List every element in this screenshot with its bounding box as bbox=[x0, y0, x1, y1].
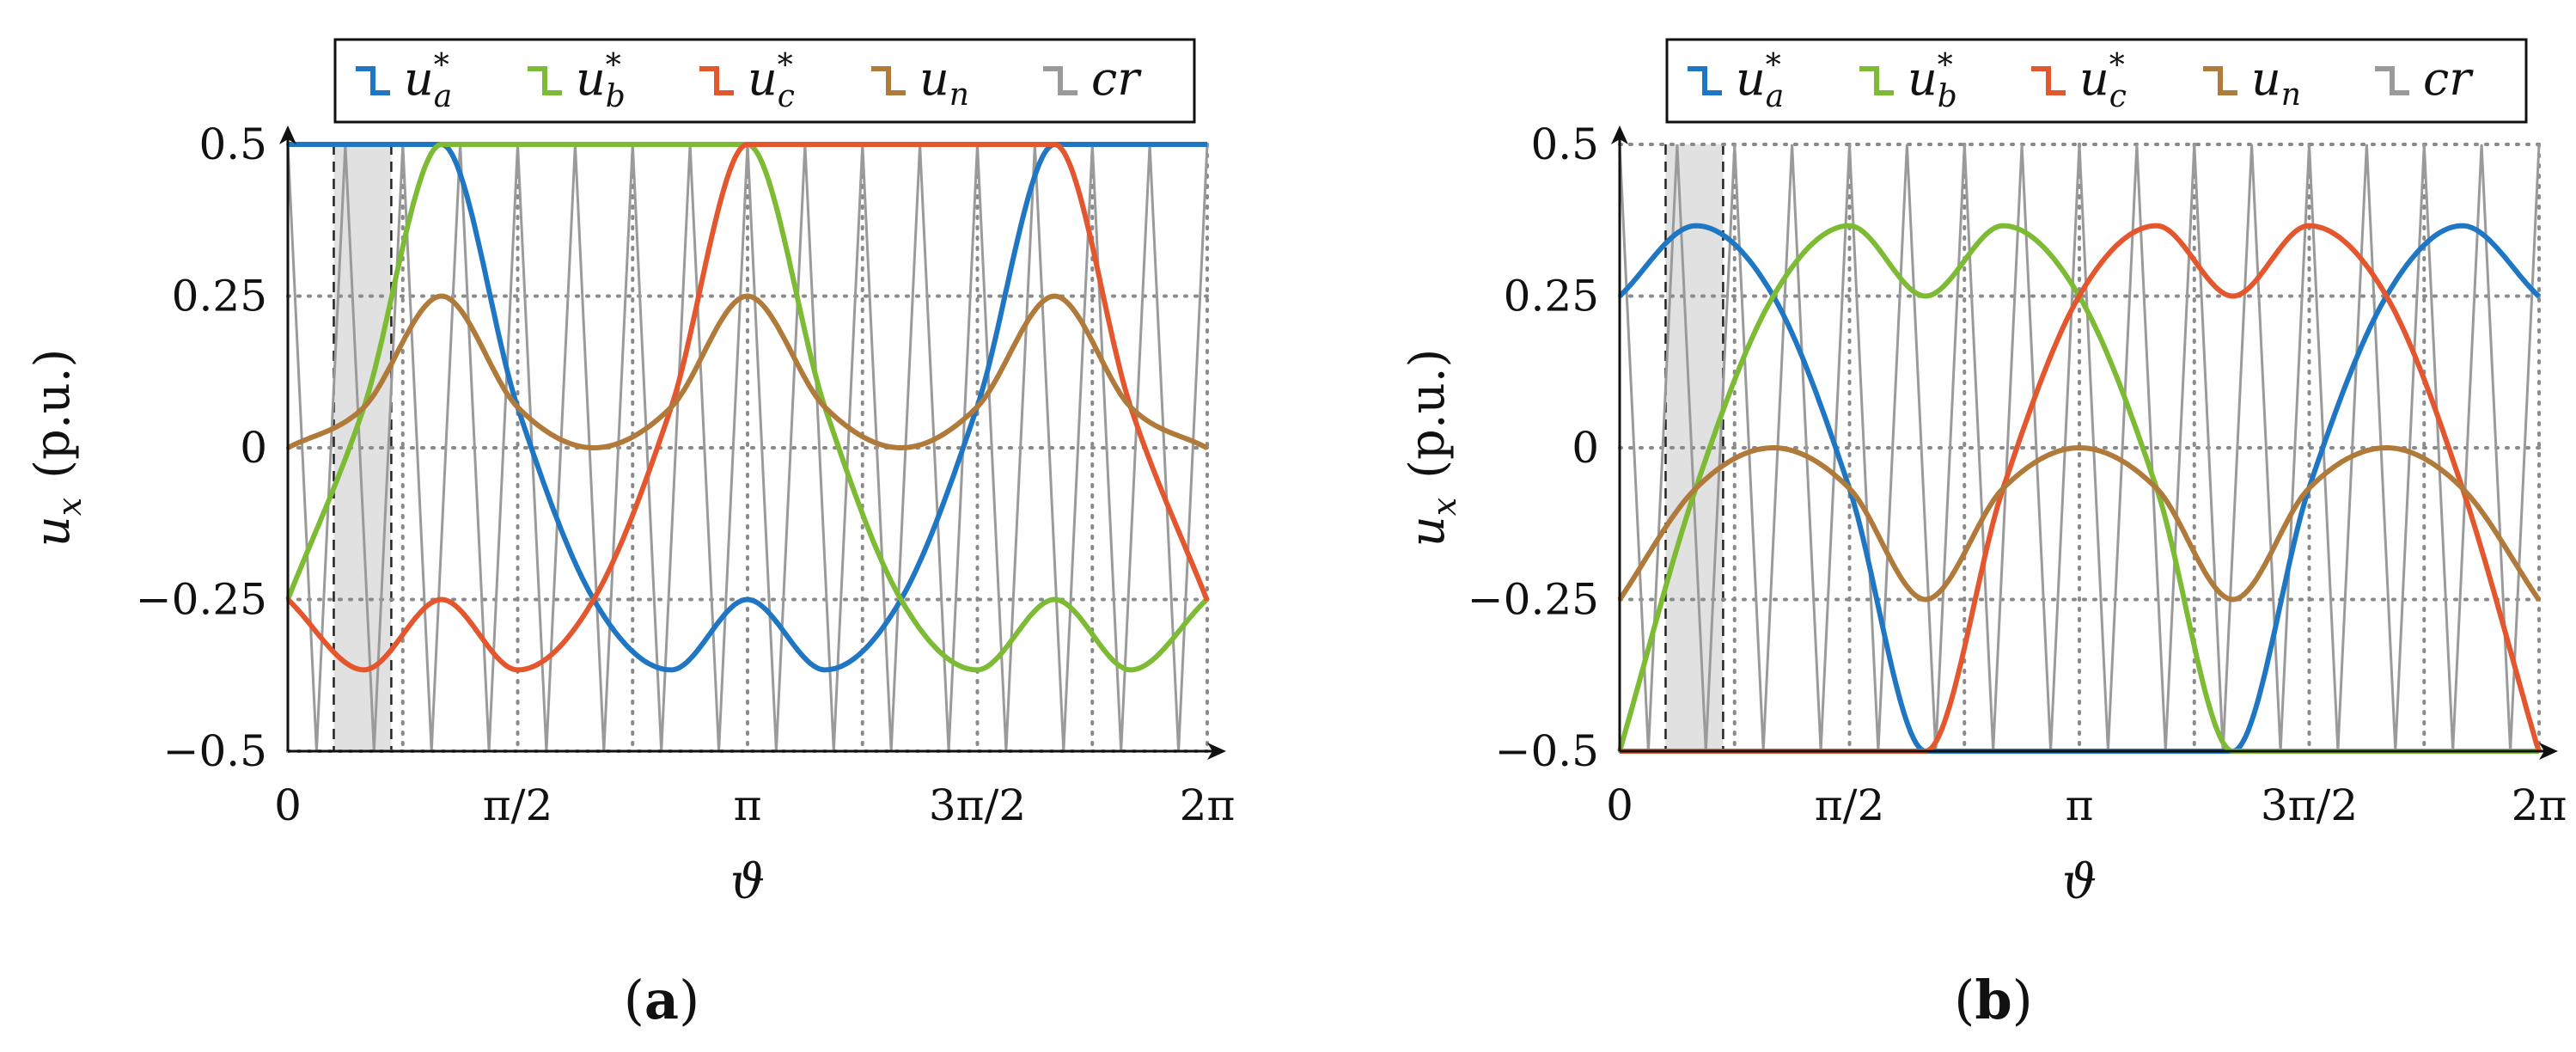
x-axis-arrow-icon bbox=[2539, 743, 2558, 760]
x-tick-label: 3π/2 bbox=[2261, 780, 2358, 830]
x-tick-label: 0 bbox=[274, 780, 302, 830]
y-axis-unit: (p.u.) bbox=[1400, 349, 1456, 479]
legend-label: u* c bbox=[2079, 48, 2127, 114]
x-axis-title: ϑ bbox=[2062, 854, 2097, 910]
y-tick-label: 0.5 bbox=[1530, 119, 1599, 169]
legend-swatch-ub bbox=[1859, 66, 1894, 95]
legend-swatch-ub bbox=[528, 66, 562, 95]
legend-swatch-un bbox=[2203, 66, 2237, 95]
panel-b: 0.50.250−0.25−0.50 π/2 π 3π/2 2π u* a u* b u* c un… bbox=[1400, 38, 2567, 1031]
legend-label: cr bbox=[1091, 52, 1142, 106]
x-axis-title: ϑ bbox=[730, 854, 765, 910]
series-line-un bbox=[286, 293, 1209, 450]
y-axis-arrow-icon bbox=[1611, 125, 1628, 144]
x-tick-label: 0 bbox=[1606, 780, 1633, 830]
legend-swatch-ua bbox=[1688, 66, 1722, 95]
x-tick-label: 3π/2 bbox=[929, 780, 1026, 830]
caption-a-letter: a bbox=[644, 969, 679, 1031]
legend-label: u* b bbox=[576, 48, 626, 114]
y-tick-label: 0 bbox=[1572, 423, 1599, 473]
legend-label: un bbox=[2251, 52, 2301, 113]
y-tick-label: 0 bbox=[240, 423, 267, 473]
x-tick-label: π bbox=[2066, 780, 2094, 830]
y-tick-label: 0.25 bbox=[1504, 272, 1599, 321]
caption-b-letter: b bbox=[1975, 969, 2011, 1031]
legend-label: u* b bbox=[1908, 48, 1957, 114]
x-tick-label: π bbox=[734, 780, 762, 830]
x-axis-arrow-icon bbox=[1207, 743, 1226, 760]
x-tick-label: 2π bbox=[2512, 780, 2567, 830]
y-tick-label: −0.25 bbox=[1468, 575, 1599, 625]
y-axis-subscript: x bbox=[51, 498, 89, 516]
y-axis-symbol: u bbox=[1400, 516, 1456, 547]
legend-swatch-ua bbox=[356, 66, 390, 95]
y-axis-unit: (p.u.) bbox=[25, 349, 81, 479]
y-tick-label: 0.25 bbox=[172, 272, 267, 321]
legend-swatch-uc bbox=[699, 66, 734, 95]
legend-swatch-un bbox=[871, 66, 906, 95]
y-axis-symbol: u bbox=[25, 516, 81, 547]
legend-box bbox=[1665, 38, 2528, 124]
series-line-un bbox=[1617, 445, 2542, 602]
panel-a: 0.50.250−0.25−0.50 π/2 π 3π/2 2π u* a u* b u* c un… bbox=[25, 38, 1236, 1031]
legend-swatch-uc bbox=[2031, 66, 2066, 95]
legend-label: cr bbox=[2423, 52, 2474, 106]
caption-a: (a) bbox=[624, 969, 700, 1031]
caption-b: (b) bbox=[1954, 969, 2033, 1031]
x-tick-label: π/2 bbox=[483, 780, 553, 830]
legend-label: u* c bbox=[748, 48, 795, 114]
legend-label: u* a bbox=[404, 48, 452, 114]
series-line-uc bbox=[285, 142, 1210, 673]
y-tick-label: −0.5 bbox=[163, 726, 267, 776]
legend-label: un bbox=[919, 52, 969, 113]
x-tick-label: π/2 bbox=[1815, 780, 1885, 830]
y-tick-label: 0.5 bbox=[198, 119, 267, 169]
y-axis-title: ux (p.u.) bbox=[1400, 349, 1463, 547]
legend-label: u* a bbox=[1736, 48, 1784, 114]
y-tick-label: −0.5 bbox=[1495, 726, 1599, 776]
legend-box bbox=[333, 38, 1196, 124]
x-tick-label: 2π bbox=[1180, 780, 1236, 830]
carrier-wave-line bbox=[1618, 144, 2541, 752]
y-axis-arrow-icon bbox=[279, 125, 296, 144]
y-axis-title: ux (p.u.) bbox=[25, 349, 89, 547]
legend-swatch-cr bbox=[1043, 66, 1077, 95]
y-axis-subscript: x bbox=[1425, 498, 1463, 516]
legend-swatch-cr bbox=[2375, 66, 2409, 95]
y-tick-label: −0.25 bbox=[136, 575, 267, 625]
